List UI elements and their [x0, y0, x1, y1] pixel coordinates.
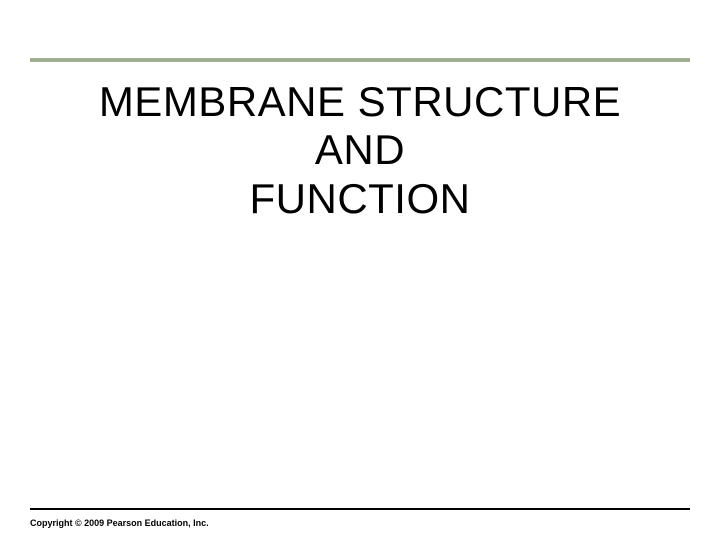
- bottom-divider: [30, 508, 690, 510]
- top-divider: [30, 58, 690, 62]
- title-line1: MEMBRANE STRUCTURE AND: [99, 78, 621, 173]
- footer-copyright: Copyright © 2009 Pearson Education, Inc.: [30, 518, 209, 528]
- slide-title: MEMBRANE STRUCTURE AND FUNCTION: [50, 78, 670, 223]
- title-line2: FUNCTION: [250, 175, 471, 222]
